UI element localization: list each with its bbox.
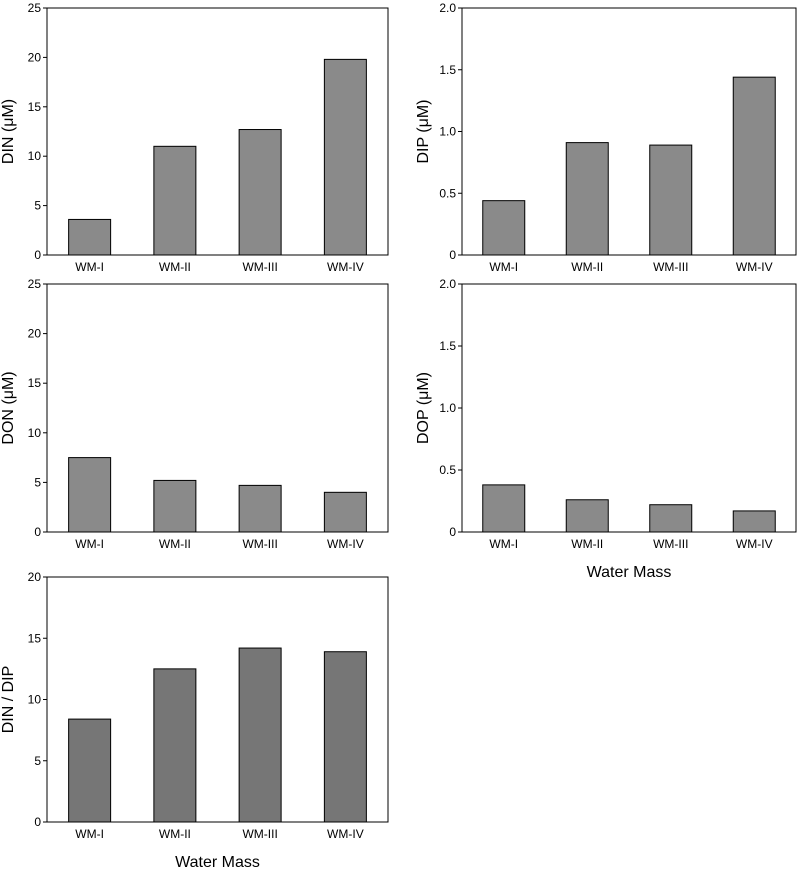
x-tick-label: WM-IV [327, 537, 364, 551]
y-tick-label: 5 [34, 199, 41, 213]
y-tick-label: 0 [449, 525, 456, 539]
y-tick-label: 25 [28, 277, 42, 291]
x-tick-label: WM-IV [736, 260, 773, 274]
x-tick-label: WM-II [571, 537, 603, 551]
y-tick-label: 15 [28, 376, 42, 390]
x-tick-label: WM-III [242, 537, 277, 551]
bar [68, 218, 112, 256]
y-axis-label: DIP (μM) [415, 99, 432, 163]
x-tick-label: WM-I [489, 537, 518, 551]
y-tick-label: 25 [28, 1, 42, 15]
chart-panel-1: 0 5 10 15 20 25 WM-I WM-II WM-III WM-IV DIN (μM) [0, 1, 389, 274]
bar [238, 129, 282, 256]
y-tick-label: 20 [28, 327, 42, 341]
x-tick-label: WM-IV [327, 260, 364, 274]
bar [732, 510, 776, 533]
y-tick-label: 20 [28, 50, 42, 64]
bar [153, 668, 197, 823]
bar [649, 504, 693, 533]
y-tick-label: 1.0 [439, 401, 456, 415]
y-axis-label: DOP (μM) [415, 372, 432, 444]
y-tick-label: 1.0 [439, 125, 456, 139]
plot-frame [46, 7, 389, 256]
bar [238, 647, 282, 823]
x-tick-label: WM-I [75, 827, 104, 841]
bar [732, 76, 776, 256]
y-tick-label: 10 [28, 693, 42, 707]
y-axis-label: DIN (μM) [0, 99, 17, 164]
x-tick-label: WM-IV [327, 827, 364, 841]
bar [649, 144, 693, 256]
y-tick-label: 10 [28, 426, 42, 440]
bar [238, 484, 282, 533]
bar [323, 651, 367, 823]
bar [323, 58, 367, 256]
x-tick-label: WM-I [75, 537, 104, 551]
y-tick-label: 0 [449, 248, 456, 262]
y-tick-label: 0 [34, 525, 41, 539]
x-tick-label: WM-I [489, 260, 518, 274]
y-tick-label: 10 [28, 149, 42, 163]
x-axis-title: Water Mass [587, 564, 672, 581]
x-axis-title: Water Mass [175, 854, 260, 870]
y-tick-label: 0.5 [439, 463, 456, 477]
bar [565, 142, 609, 256]
chart-panel-2: 0 0.5 1.0 1.5 2.0 WM-I WM-II WM-III WM-IV DIP (μM… [415, 1, 797, 274]
y-tick-label: 1.5 [439, 63, 456, 77]
x-tick-label: WM-II [159, 827, 191, 841]
y-tick-label: 15 [28, 631, 42, 645]
y-axis-label: DIN / DIP [0, 666, 17, 734]
bar [482, 200, 526, 256]
x-tick-label: WM-I [75, 260, 104, 274]
x-tick-label: WM-III [242, 260, 277, 274]
plot-frame [46, 283, 389, 533]
y-tick-label: 1.5 [439, 339, 456, 353]
x-tick-label: WM-III [653, 537, 688, 551]
chart-panel-4: 0 0.5 1.0 1.5 2.0 WM-I WM-II WM-III WM-IV DOP (μM… [415, 277, 797, 581]
y-axis-label: DON (μM) [0, 371, 17, 444]
y-tick-label: 0 [34, 815, 41, 829]
bar [153, 145, 197, 256]
bar [153, 479, 197, 533]
x-tick-label: WM-II [571, 260, 603, 274]
x-tick-label: WM-II [159, 537, 191, 551]
bar [68, 718, 112, 823]
x-tick-label: WM-IV [736, 537, 773, 551]
y-tick-label: 2.0 [439, 277, 456, 291]
bar [323, 491, 367, 533]
chart-panel-3: 0 5 10 15 20 25 WM-I WM-II WM-III WM-IV DON (μM) [0, 277, 389, 551]
x-tick-label: WM-III [242, 827, 277, 841]
y-tick-label: 0 [34, 248, 41, 262]
bar [565, 499, 609, 533]
y-tick-label: 20 [28, 570, 42, 584]
bar [68, 457, 112, 533]
x-tick-label: WM-II [159, 260, 191, 274]
y-tick-label: 0.5 [439, 186, 456, 200]
y-tick-label: 5 [34, 475, 41, 489]
y-tick-label: 15 [28, 100, 42, 114]
y-tick-label: 5 [34, 754, 41, 768]
bar [482, 484, 526, 533]
x-tick-label: WM-III [653, 260, 688, 274]
chart-panel-5: 0 5 10 15 20 WM-I WM-II WM-III WM-IV DIN / DIP Wat… [0, 570, 389, 870]
y-tick-label: 2.0 [439, 1, 456, 15]
